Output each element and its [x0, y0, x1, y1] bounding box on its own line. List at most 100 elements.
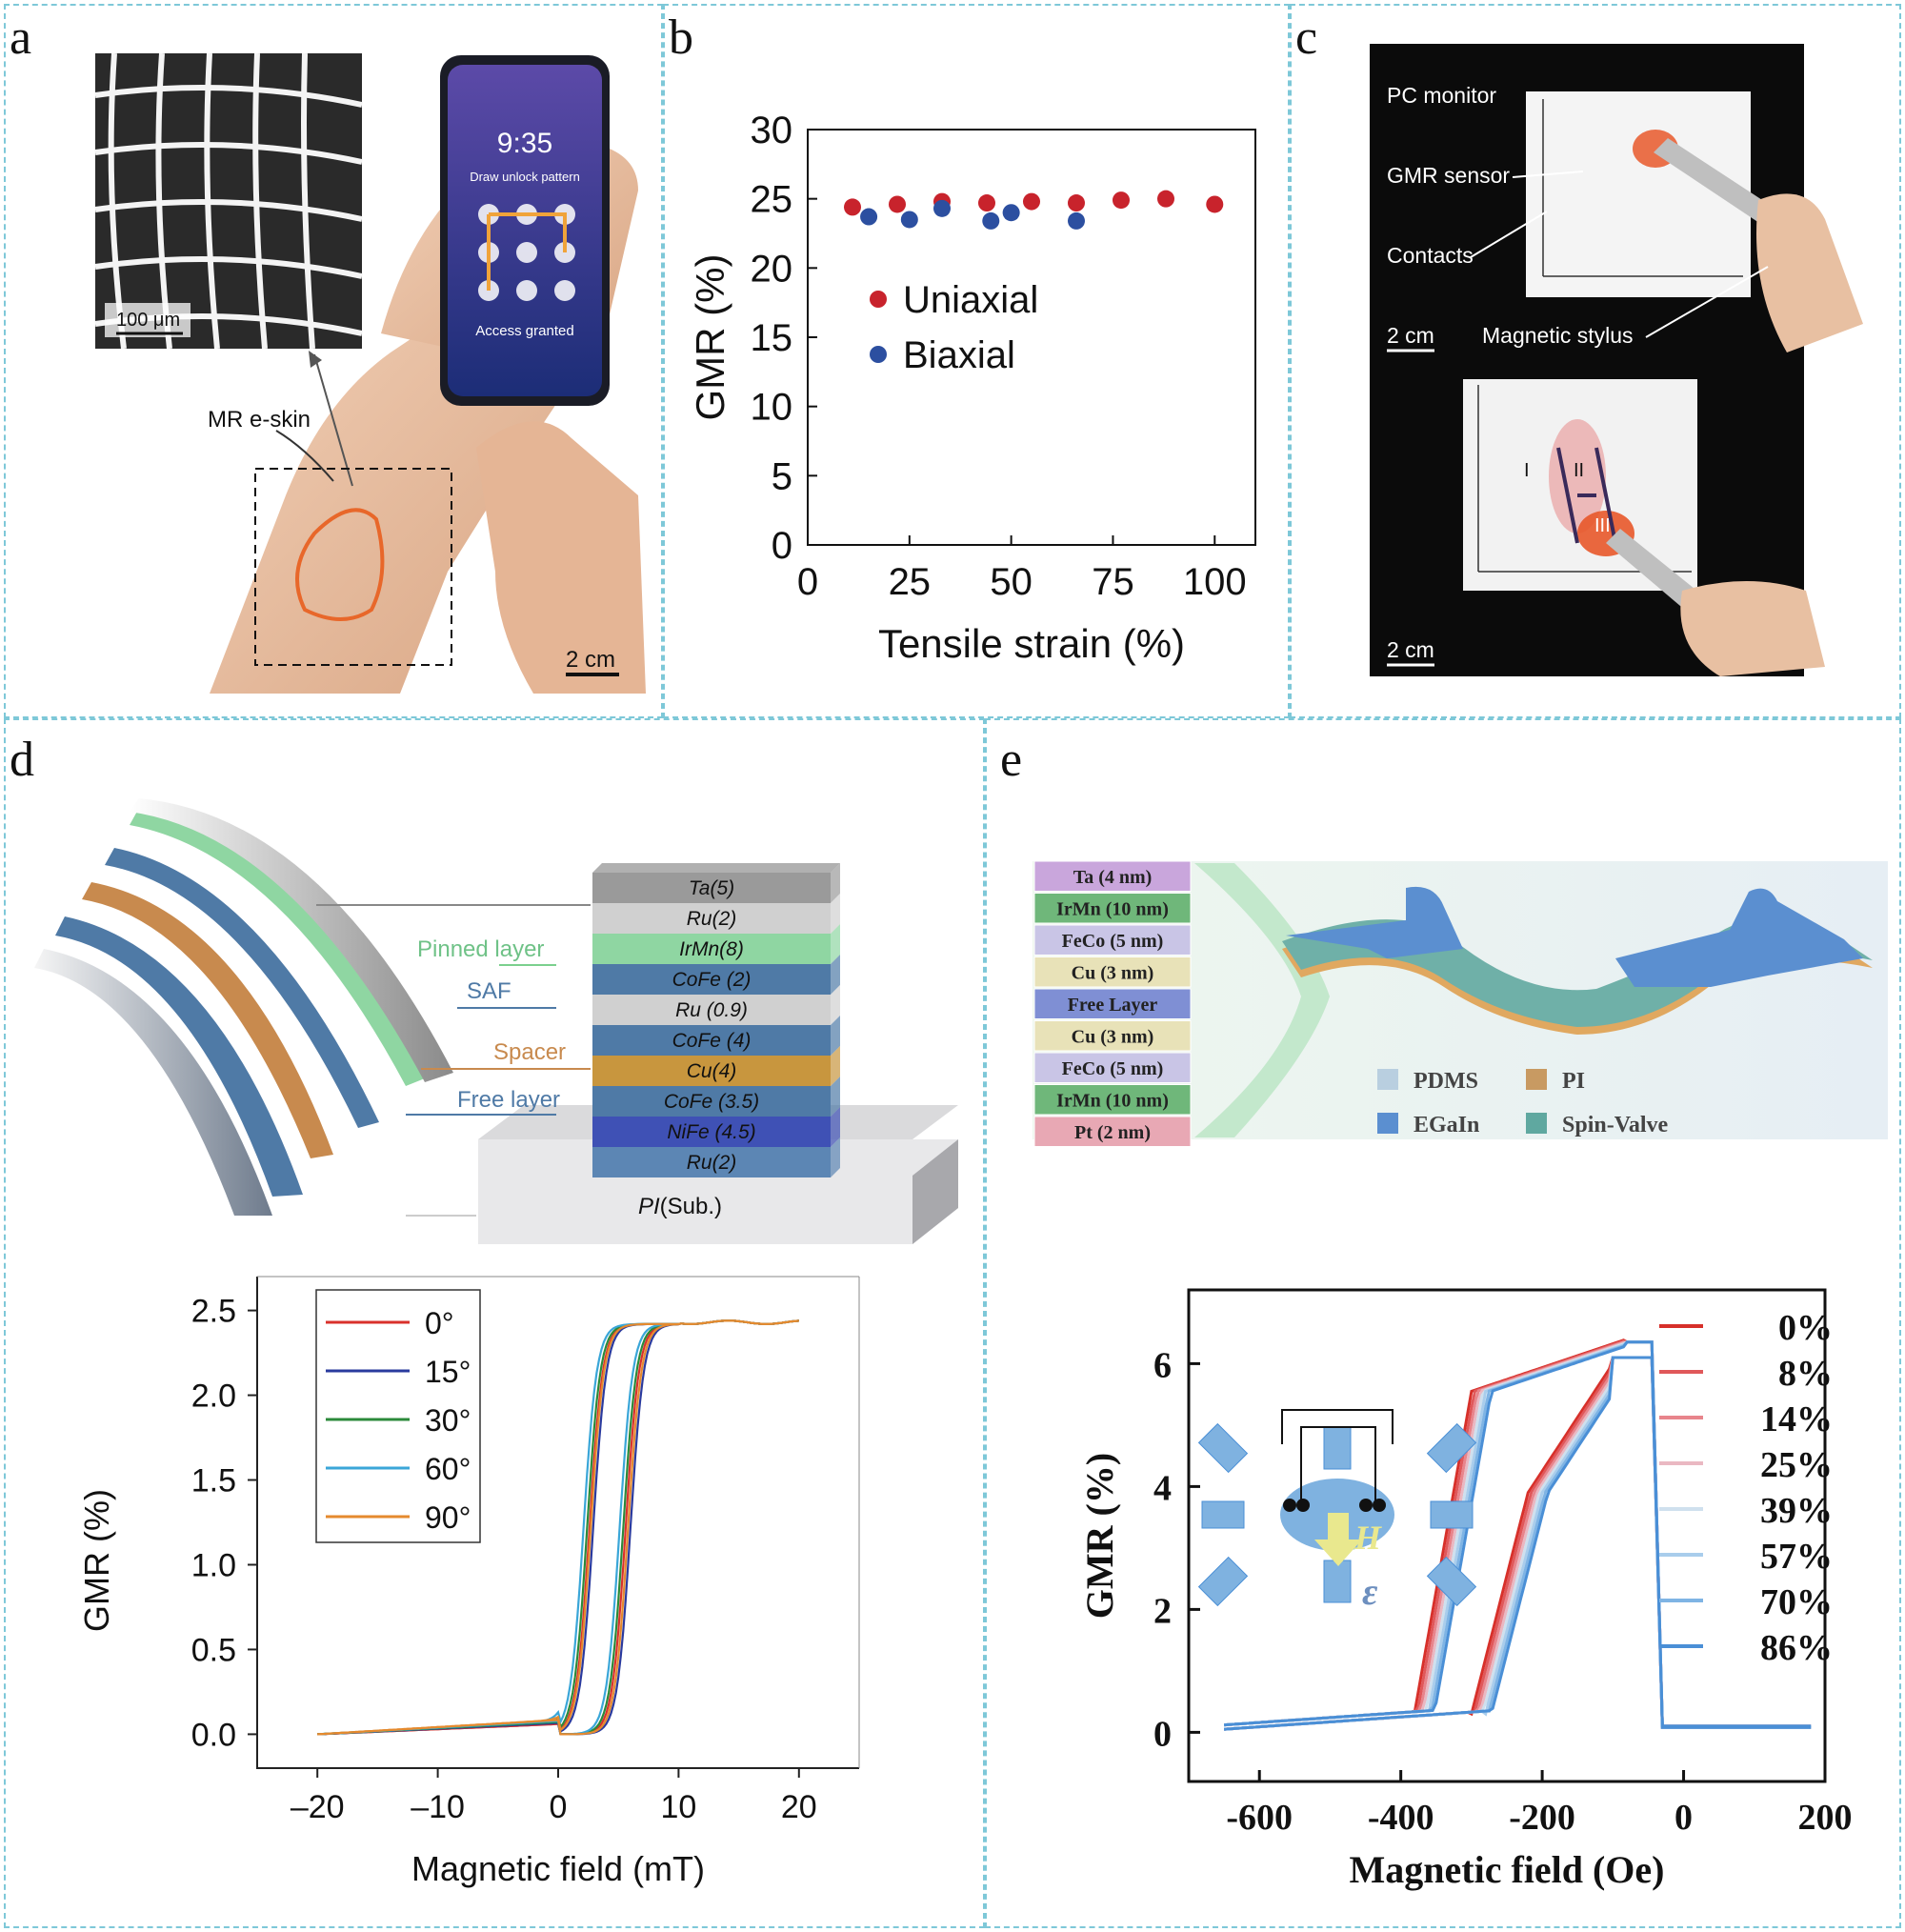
stack-layer-label: CoFe (2)	[672, 969, 752, 991]
x-tick-label: 100	[1183, 561, 1247, 603]
stack-layer-side	[831, 1107, 840, 1147]
x-tick-label: 75	[1092, 561, 1134, 603]
inset-contact	[1373, 1499, 1386, 1512]
x-axis-label: Magnetic field (Oe)	[1350, 1848, 1665, 1891]
x-axis-label: Magnetic field (mT)	[411, 1849, 705, 1888]
legend-spin-valve: Spin-Valve	[1562, 1113, 1669, 1137]
e-stack-label: IrMn (10 nm)	[1056, 1091, 1169, 1112]
stack-layer-side	[831, 1046, 840, 1086]
stack-layer-label: Ru(2)	[687, 1152, 737, 1174]
stack-layer-label: NiFe (4.5)	[667, 1121, 755, 1143]
data-point-biaxial	[1068, 211, 1085, 230]
scale-label-a: 2 cm	[566, 647, 615, 673]
y-tick-label: 0.0	[191, 1717, 236, 1753]
inset-strain-arrow	[1430, 1500, 1474, 1529]
curve-down-4	[317, 1319, 799, 1736]
x-tick-label: -400	[1368, 1798, 1434, 1838]
pc-monitor-label: PC monitor	[1387, 83, 1496, 108]
panel-border-a	[4, 4, 663, 718]
e-stack-label: FeCo (5 nm)	[1062, 931, 1164, 952]
data-point-uniaxial	[1068, 194, 1085, 212]
stack-layer-label: Ru (0.9)	[675, 999, 748, 1021]
chart-b: 0 5 10 15 20 25 30 0 25 50 75 100 Tensile strain (%)…	[688, 110, 1256, 666]
panel-border-b	[663, 4, 1290, 718]
legend-label: 70%	[1760, 1582, 1833, 1622]
stack-top	[592, 863, 840, 873]
x-tick-label: 50	[990, 561, 1033, 603]
data-point-uniaxial	[1206, 195, 1224, 213]
stack-layer-side	[831, 1137, 840, 1177]
legend-label: 39%	[1760, 1491, 1833, 1531]
legend-label: 60°	[425, 1452, 471, 1486]
substrate-label: PI(Sub.)	[638, 1194, 722, 1219]
data-point-uniaxial	[1023, 192, 1040, 211]
stack-layer	[592, 995, 831, 1025]
stack-layer	[592, 903, 831, 934]
stack-layer-side	[831, 863, 840, 903]
legend-egain: EGaIn	[1414, 1113, 1479, 1137]
panel-e-stack: Ta (4 nm) IrMn (10 nm) FeCo (5 nm) Cu (3 nm…	[1033, 860, 1888, 1147]
e-stack-label: Cu (3 nm)	[1072, 963, 1154, 984]
panel-c-photo: PC monitor GMR sensor Contacts 2 cm Magn…	[1370, 44, 1863, 676]
x-tick-label: –20	[291, 1789, 345, 1825]
stack-layer	[592, 1147, 831, 1177]
y-tick-label: 1.5	[191, 1463, 236, 1499]
magnetic-stylus-label: Magnetic stylus	[1482, 323, 1634, 348]
inset-wire	[1300, 1426, 1376, 1505]
inset-strain-arrow	[1197, 1556, 1249, 1607]
stack-layer-label: CoFe (4)	[672, 1030, 752, 1052]
inset-strain-arrow	[1201, 1500, 1245, 1529]
legend-label: 0%	[1778, 1308, 1833, 1348]
data-point-uniaxial	[844, 198, 861, 216]
legend-label: 25%	[1760, 1445, 1833, 1485]
data-point-biaxial	[982, 211, 1000, 230]
panel-border-d	[4, 718, 985, 1928]
e-stack-layer	[1033, 988, 1192, 1019]
e-stack-layer	[1033, 1052, 1192, 1083]
panel-label-e: e	[1000, 733, 1023, 787]
inset-contact	[1296, 1499, 1310, 1512]
y-tick-label: 25	[751, 179, 793, 221]
inset-contact	[1283, 1499, 1296, 1512]
inset-strain-arrow	[1197, 1422, 1249, 1474]
y-tick-label: 4	[1153, 1468, 1172, 1508]
data-point-biaxial	[933, 199, 951, 217]
legend-label-biaxial: Biaxial	[903, 334, 1015, 376]
inset-epsilon-label: ε	[1362, 1570, 1378, 1613]
stack-layer-label: Ru(2)	[687, 908, 737, 930]
legend-label: 8%	[1778, 1354, 1833, 1394]
legend-marker-biaxial	[870, 346, 887, 363]
legend-pdms: PDMS	[1414, 1069, 1478, 1094]
stack-layer-side	[831, 1016, 840, 1056]
legend-label: 14%	[1760, 1399, 1833, 1439]
e-stack-label: Ta (4 nm)	[1073, 867, 1153, 888]
saf-label: SAF	[467, 978, 511, 1004]
stack-layer-label: Ta(5)	[689, 877, 734, 899]
gmr-sensor-label: GMR sensor	[1387, 163, 1510, 188]
e-stack-layer	[1033, 924, 1192, 956]
spacer-label: Spacer	[493, 1039, 566, 1065]
y-tick-label: 0.5	[191, 1632, 236, 1668]
y-tick-label: 6	[1153, 1345, 1172, 1385]
y-tick-label: 2	[1153, 1591, 1172, 1631]
y-axis-label: GMR (%)	[1078, 1453, 1121, 1619]
e-stack-layer	[1033, 956, 1192, 988]
stack-layer-side	[831, 894, 840, 934]
legend-marker-uniaxial	[870, 291, 887, 308]
free-layer-label: Free layer	[457, 1087, 560, 1113]
legend-label: 57%	[1760, 1537, 1833, 1577]
panel-label-a: a	[10, 10, 32, 65]
e-stack-layer	[1033, 893, 1192, 924]
stack-layer	[592, 964, 831, 995]
e-stack-layer	[1033, 1084, 1192, 1116]
panel-d-stack: PI(Sub.) Ta(5) Ru(2) IrMn(8) CoFe (2) Ru (0.…	[34, 798, 958, 1244]
mr-e-skin-label: MR e-skin	[208, 407, 311, 433]
data-point-uniaxial	[1113, 191, 1130, 210]
y-tick-label: 30	[751, 110, 793, 151]
legend-box	[315, 1289, 481, 1543]
panel-label-c: c	[1295, 10, 1318, 65]
legend-label: 15°	[425, 1355, 471, 1389]
inset-strain-arrow	[1323, 1560, 1352, 1603]
x-tick-label: 20	[781, 1789, 817, 1825]
contacts-label: Contacts	[1387, 243, 1474, 268]
